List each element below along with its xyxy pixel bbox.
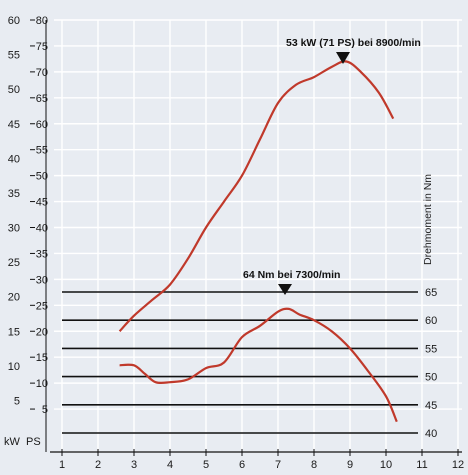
x-tick-label: 4 <box>167 459 173 471</box>
x-tick-label: 6 <box>239 459 245 471</box>
nm-tick-label: 60 <box>425 315 437 327</box>
x-tick-label: 2 <box>95 459 101 471</box>
nm-tick-label: 55 <box>425 343 437 355</box>
kw-tick-label: 50 <box>8 84 20 96</box>
kw-tick-label: 20 <box>8 292 20 304</box>
torque-reference-lines: 40 45 50 55 60 65 <box>62 287 437 440</box>
power-peak-marker-icon <box>336 52 350 64</box>
nm-tick-label: 40 <box>425 428 437 440</box>
right-axis-label: Drehmoment in Nm <box>422 174 434 265</box>
ps-tick-label: 5 <box>42 404 48 416</box>
kw-axis-label: kW <box>4 436 21 448</box>
axes: 1 2 3 4 5 6 7 8 9 10 11 125101520253035404550556051… <box>8 15 464 471</box>
x-tick-label: 5 <box>203 459 209 471</box>
ps-tick-label: 40 <box>36 223 48 235</box>
ps-tick-label: 25 <box>36 300 48 312</box>
kw-tick-label: 30 <box>8 223 20 235</box>
kw-tick-label: 40 <box>8 153 20 165</box>
series-curves <box>118 60 398 423</box>
x-tick-label: 1 <box>59 459 65 471</box>
ps-tick-label: 70 <box>36 67 48 79</box>
ps-tick-label: 50 <box>36 171 48 183</box>
gridlines <box>54 19 462 452</box>
torque-curve <box>119 307 398 423</box>
kw-tick-label: 15 <box>8 326 20 338</box>
nm-tick-label: 45 <box>425 400 437 412</box>
x-tick-label: 7 <box>275 459 281 471</box>
x-tick-label: 3 <box>131 459 137 471</box>
x-tick-label: 8 <box>311 459 317 471</box>
ps-tick-label: 75 <box>36 41 48 53</box>
ps-tick-label: 10 <box>36 378 48 390</box>
ps-tick-label: 60 <box>36 119 48 131</box>
ps-tick-label: 80 <box>36 15 48 27</box>
x-tick-label: 11 <box>416 459 427 471</box>
kw-tick-label: 60 <box>8 15 20 27</box>
x-tick-label: 9 <box>347 459 353 471</box>
ps-tick-label: 30 <box>36 274 48 286</box>
kw-tick-label: 5 <box>14 395 20 407</box>
torque-peak-marker-icon <box>278 284 292 295</box>
power-curve <box>118 60 395 333</box>
ps-axis-label: PS <box>26 436 41 448</box>
ps-tick-label: 15 <box>36 352 48 364</box>
ps-tick-label: 45 <box>36 197 48 209</box>
kw-tick-label: 55 <box>8 50 20 62</box>
kw-tick-label: 45 <box>8 119 20 131</box>
kw-tick-label: 25 <box>8 257 20 269</box>
annotations: 53 kW (71 PS) bei 8900/min 64 Nm bei 730… <box>4 37 434 448</box>
nm-tick-label: 50 <box>425 372 437 384</box>
nm-tick-label: 65 <box>425 287 437 299</box>
x-tick-label: 12 <box>452 459 464 471</box>
ps-tick-label: 55 <box>36 145 48 157</box>
x-tick-label: 10 <box>380 459 392 471</box>
power-peak-annotation: 53 kW (71 PS) bei 8900/min <box>286 37 421 49</box>
ps-tick-label: 20 <box>36 326 48 338</box>
kw-tick-label: 10 <box>8 361 20 373</box>
ps-tick-label: 35 <box>36 248 48 260</box>
kw-tick-label: 35 <box>8 188 20 200</box>
torque-peak-annotation: 64 Nm bei 7300/min <box>243 269 340 281</box>
ps-tick-label: 65 <box>36 93 48 105</box>
